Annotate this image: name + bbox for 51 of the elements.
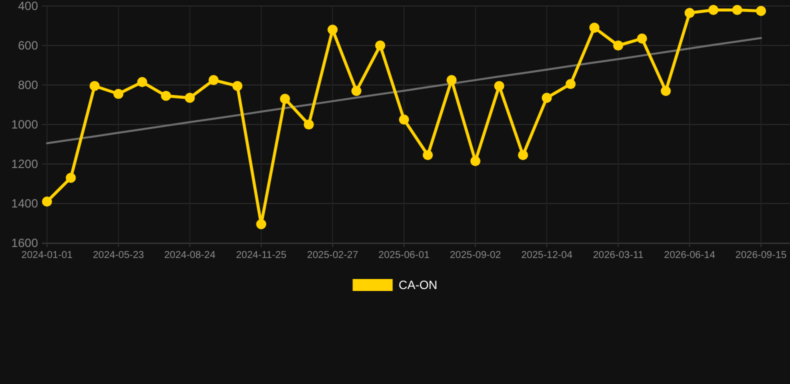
x-tick-label: 2024-11-25 <box>236 250 287 262</box>
line-series <box>46 36 762 144</box>
point <box>566 78 576 90</box>
point <box>137 77 148 88</box>
point <box>732 4 742 15</box>
point <box>470 156 480 166</box>
point <box>494 80 504 92</box>
x-tick-label: 2026-06-14 <box>664 250 716 262</box>
y-tick-label: 600 <box>18 38 38 52</box>
y-tick-label: 400 <box>18 0 38 13</box>
point <box>375 40 386 51</box>
point <box>422 150 433 160</box>
point <box>660 86 671 96</box>
x-tick-label: 2024-05-23 <box>92 250 144 262</box>
point <box>708 4 718 15</box>
point <box>232 80 242 92</box>
x-tick-label: 2025-12-04 <box>521 250 573 262</box>
point <box>42 196 52 207</box>
x-tick-label: 2026-09-15 <box>735 250 788 262</box>
x-tick-label: 2024-01-01 <box>21 250 74 262</box>
point <box>589 22 600 33</box>
y-tick-label: 1000 <box>11 117 38 132</box>
point <box>398 114 410 125</box>
point <box>446 75 457 86</box>
point <box>351 86 362 96</box>
point <box>518 150 528 160</box>
legend-label: CA-ON <box>398 278 438 292</box>
y-tick-label: 1600 <box>11 236 38 250</box>
point <box>184 92 195 103</box>
point <box>280 94 290 104</box>
x-tick-label: 2024-08-24 <box>164 250 216 262</box>
point <box>542 92 552 103</box>
point <box>66 172 76 183</box>
x-tick-label: 2025-02-27 <box>307 250 359 262</box>
point <box>256 219 266 230</box>
point <box>90 80 100 92</box>
point <box>756 6 766 16</box>
point <box>613 40 624 51</box>
y-tick-label: 1200 <box>11 156 38 171</box>
x-tick-label: 2025-06-01 <box>378 250 430 262</box>
x-tick-label: 2026-03-11 <box>592 250 644 262</box>
point <box>304 119 314 130</box>
point <box>160 90 172 101</box>
y-tick-label: 1400 <box>11 196 38 210</box>
point <box>636 34 648 44</box>
point <box>208 75 219 86</box>
point <box>113 88 124 99</box>
y-tick-label: 800 <box>18 78 38 92</box>
point <box>328 24 338 35</box>
point <box>684 8 695 18</box>
x-tick-label: 2025-09-02 <box>450 250 502 262</box>
